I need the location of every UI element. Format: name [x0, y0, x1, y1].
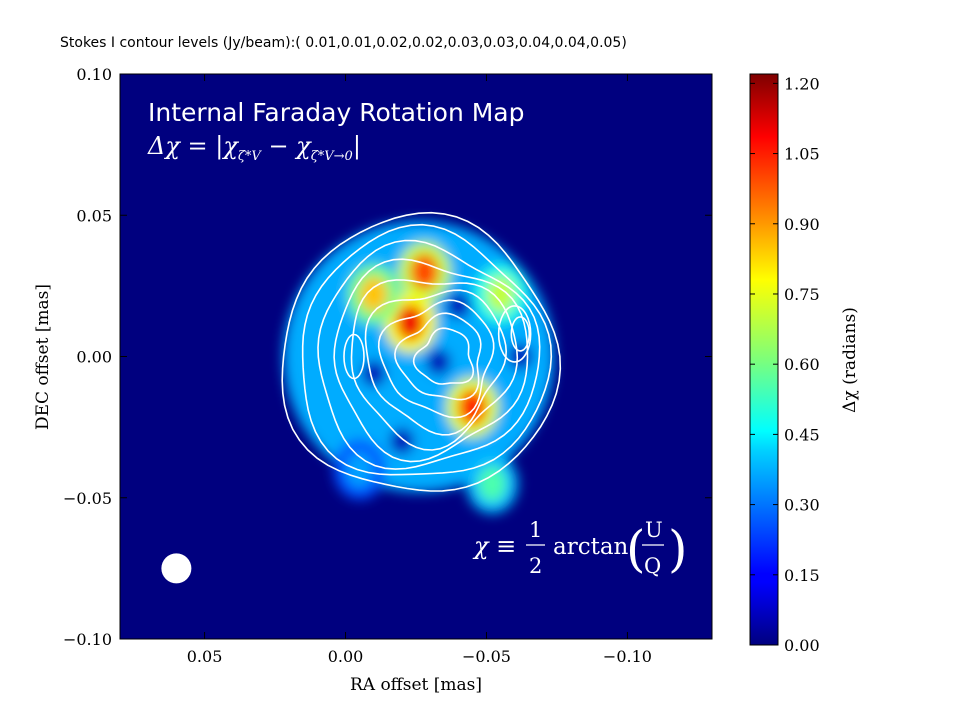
chi-formula-lhs: χ ≡ [472, 532, 516, 560]
contour-line [317, 239, 541, 470]
y-axis-label: DEC offset [mas] [33, 284, 53, 430]
colorbar-label: Δχ (radians) [840, 307, 860, 413]
x-axis-label: RA offset [mas] [350, 675, 482, 695]
chi-formula-func: arctan [553, 534, 629, 560]
colorbar-ticks: 0.00 0.15 0.30 0.45 0.60 0.75 0.90 1.05 1.20 [750, 74, 820, 655]
contour-loop [510, 316, 531, 352]
contour-line [301, 223, 553, 476]
colorbar-tick-label: 1.05 [784, 145, 820, 164]
contour-loop [343, 333, 365, 380]
svg-text:Δχ = |χζ*V − χζ*V→0|: Δχ = |χζ*V − χζ*V→0| [147, 132, 361, 164]
colorbar-tick-label: 0.15 [784, 566, 820, 585]
feature-spot [478, 465, 507, 502]
contour-layer [281, 211, 562, 492]
colorbar-tick-label: 1.20 [784, 74, 820, 93]
contour-line [412, 327, 475, 385]
delta-formula-lhs: Δχ = |χ [147, 132, 239, 161]
y-tick-label: 0.05 [76, 206, 112, 225]
x-tick-label: 0.05 [187, 647, 223, 666]
contour-line [394, 312, 482, 401]
feature-spot [359, 276, 388, 313]
chi-formula: χ ≡ 1 2 arctan ( U Q ) [472, 518, 688, 578]
y-tick-label: 0.00 [76, 348, 112, 367]
chi-formula-rparen: ) [668, 520, 688, 578]
contour-line [281, 211, 562, 492]
y-tick-label: −0.10 [63, 630, 112, 649]
map-title: Internal Faraday Rotation Map [148, 98, 525, 127]
beam-marker [161, 553, 192, 584]
contour-line [350, 279, 519, 451]
x-axis: 0.05 0.00 −0.05 −0.10 [187, 74, 652, 666]
y-tick-label: 0.10 [76, 65, 112, 84]
chi-formula-q: Q [644, 554, 661, 578]
y-axis: 0.10 0.05 0.00 −0.05 −0.10 [63, 65, 712, 649]
delta-formula-end: | [353, 132, 361, 161]
colorbar-tick-label: 0.75 [784, 285, 820, 304]
chi-formula-u: U [645, 518, 663, 542]
x-tick-label: 0.00 [328, 647, 364, 666]
colorbar-tick-label: 0.30 [784, 496, 820, 515]
contour-loop [497, 305, 532, 363]
delta-formula-sub2: ζ*V→0 [311, 149, 353, 164]
feature-spot [410, 253, 439, 290]
contour-line [364, 289, 508, 436]
colorbar-tick-label: 0.00 [784, 636, 820, 655]
delta-formula-mid: − χ [261, 132, 312, 160]
colorbar: 0.00 0.15 0.30 0.45 0.60 0.75 0.90 1.05 1.20 Δχ … [749, 73, 860, 655]
colorbar-gradient [749, 73, 779, 646]
x-tick-label: −0.10 [603, 647, 652, 666]
x-tick-label: −0.05 [462, 647, 511, 666]
colorbar-tick-label: 0.45 [784, 425, 820, 444]
delta-formula-sub1: ζ*V [238, 149, 263, 164]
contour-line [333, 258, 529, 463]
colorbar-tick-label: 0.90 [784, 215, 820, 234]
top-label: Stokes I contour levels (Jy/beam):( 0.01… [60, 35, 627, 51]
chi-formula-den: 2 [529, 554, 542, 578]
low-value-gap [446, 292, 471, 319]
contour-line [377, 299, 495, 419]
chi-formula-lparen: ( [626, 520, 646, 578]
delta-chi-formula: Δχ = |χζ*V − χζ*V→0| [147, 132, 361, 164]
low-value-gap [508, 343, 533, 370]
low-value-gap [426, 349, 451, 376]
low-value-gap [361, 360, 386, 387]
chi-formula-num: 1 [529, 518, 542, 542]
feature-spot [396, 304, 425, 341]
y-tick-label: −0.05 [63, 489, 112, 508]
low-value-gap [389, 428, 414, 455]
plot-area: Internal Faraday Rotation Map Δχ = |χζ*V… [33, 65, 713, 695]
colorbar-tick-label: 0.60 [784, 355, 820, 374]
